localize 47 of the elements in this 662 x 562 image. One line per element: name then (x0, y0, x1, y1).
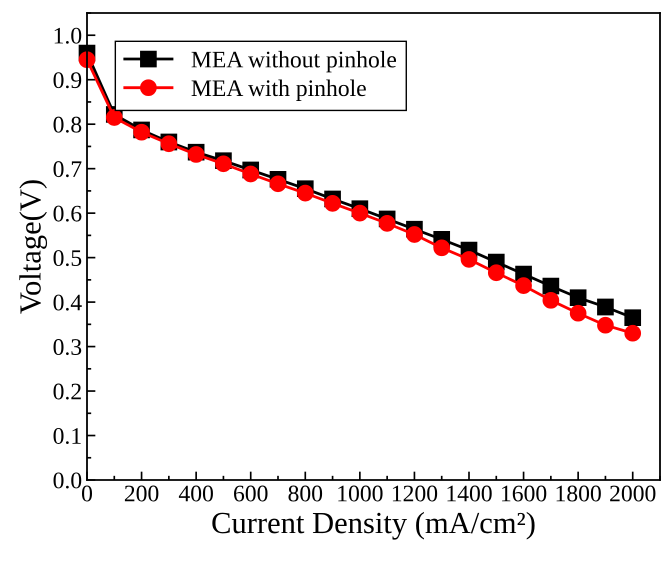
x-tick-label: 1800 (556, 486, 601, 502)
y-axis-title: Voltage(V) (19, 180, 48, 314)
x-tick-label: 2000 (610, 486, 656, 502)
y-tick-label: 0.3 (54, 339, 82, 356)
y-tick-label: 0.9 (54, 72, 82, 88)
legend-label: MEA with pinhole (192, 80, 366, 101)
point (515, 277, 532, 294)
x-tick-label: 600 (234, 486, 268, 502)
point (352, 204, 368, 222)
point (242, 166, 260, 182)
y-tick-label: 0.5 (54, 250, 82, 266)
point (570, 289, 586, 306)
point (433, 240, 450, 256)
point (624, 309, 642, 326)
y-tick-label: 0.2 (54, 384, 81, 400)
y-tick-label: 0.6 (54, 206, 82, 222)
x-tick-label: 1200 (392, 486, 438, 502)
y-tick-label: 0.7 (54, 161, 82, 178)
point (460, 251, 478, 268)
point (270, 175, 286, 192)
y-tick-label: 1.0 (54, 28, 82, 44)
point (570, 304, 586, 322)
y-tick-label: 0.1 (54, 428, 81, 444)
x-tick-label: 800 (288, 486, 322, 502)
point (406, 226, 423, 243)
x-tick-label: 1600 (502, 486, 546, 502)
y-tick-label: 0.0 (54, 472, 82, 489)
y-tick-label: 0.4 (54, 294, 82, 311)
x-tick-label: 1400 (447, 486, 492, 502)
point (324, 195, 341, 212)
point (597, 316, 614, 334)
x-tick-label: 1000 (338, 486, 383, 502)
x-tick-label: 0 (82, 486, 92, 502)
legend-label: MEA without pinhole (192, 50, 396, 72)
point (542, 278, 560, 294)
point (296, 184, 314, 202)
point (488, 264, 505, 282)
point (542, 292, 560, 309)
x-tick-label: 400 (178, 486, 213, 502)
point (378, 215, 396, 232)
y-tick-label: 0.8 (54, 116, 82, 133)
point (215, 155, 232, 172)
x-tick-label: 200 (124, 486, 158, 502)
x-axis-title: Current Density (mA/cm²) (212, 512, 535, 540)
point (597, 298, 614, 316)
point (106, 109, 123, 126)
point (624, 324, 642, 342)
